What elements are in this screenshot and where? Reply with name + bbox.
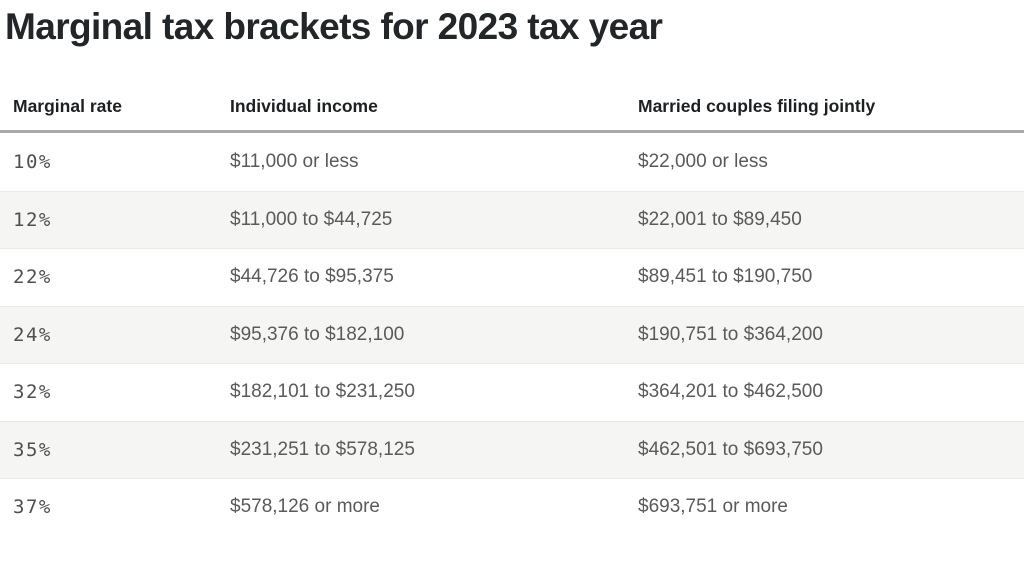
individual-income-cell: $11,000 to $44,725 — [230, 208, 393, 230]
table-header-row: Marginal rate Individual income Married … — [0, 95, 1024, 133]
table-row: 32% $182,101 to $231,250 $364,201 to $46… — [0, 363, 1024, 421]
married-income-cell: $22,000 or less — [638, 150, 768, 172]
rate-cell: 37% — [13, 496, 52, 519]
rate-cell: 32% — [13, 381, 52, 404]
individual-income-cell: $95,376 to $182,100 — [230, 323, 405, 345]
page-title: Marginal tax brackets for 2023 tax year — [5, 6, 663, 47]
table-row: 10% $11,000 or less $22,000 or less — [0, 133, 1024, 191]
individual-income-cell: $578,126 or more — [230, 496, 380, 518]
married-income-cell: $364,201 to $462,500 — [638, 381, 823, 403]
married-income-cell: $462,501 to $693,750 — [638, 438, 823, 460]
individual-income-cell: $231,251 to $578,125 — [230, 438, 415, 460]
rate-cell: 10% — [13, 150, 52, 173]
married-income-cell: $22,001 to $89,450 — [638, 208, 802, 230]
rate-cell: 22% — [13, 266, 52, 289]
table-row: 24% $95,376 to $182,100 $190,751 to $364… — [0, 305, 1024, 363]
table-row: 12% $11,000 to $44,725 $22,001 to $89,45… — [0, 190, 1024, 248]
individual-income-cell: $182,101 to $231,250 — [230, 381, 415, 403]
column-header-marginal-rate: Marginal rate — [13, 96, 122, 116]
column-header-married-jointly: Married couples filing jointly — [638, 96, 876, 116]
rate-cell: 35% — [13, 438, 52, 461]
rate-cell: 12% — [13, 208, 52, 231]
individual-income-cell: $11,000 or less — [230, 150, 359, 172]
table-row: 35% $231,251 to $578,125 $462,501 to $69… — [0, 420, 1024, 478]
married-income-cell: $190,751 to $364,200 — [638, 323, 823, 345]
married-income-cell: $89,451 to $190,750 — [638, 266, 813, 288]
married-income-cell: $693,751 or more — [638, 496, 788, 518]
table-row: 22% $44,726 to $95,375 $89,451 to $190,7… — [0, 248, 1024, 306]
column-header-individual-income: Individual income — [230, 96, 378, 116]
table-body: 10% $11,000 or less $22,000 or less 12% … — [0, 133, 1024, 536]
individual-income-cell: $44,726 to $95,375 — [230, 266, 394, 288]
rate-cell: 24% — [13, 323, 52, 346]
table-row: 37% $578,126 or more $693,751 or more — [0, 478, 1024, 536]
